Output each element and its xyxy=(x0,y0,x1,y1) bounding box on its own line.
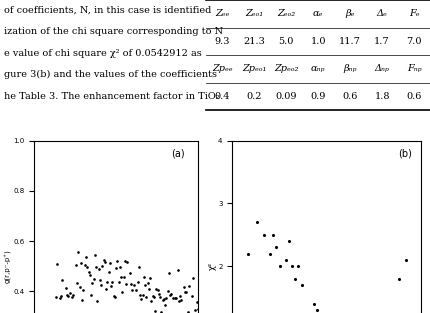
Text: 0.09: 0.09 xyxy=(276,92,297,101)
Text: 9.3: 9.3 xyxy=(215,37,230,46)
Text: Zpₑₑ: Zpₑₑ xyxy=(212,64,233,73)
Text: ization of the chi square corresponding to N: ization of the chi square corresponding … xyxy=(4,27,223,36)
Text: βₑ: βₑ xyxy=(345,9,355,18)
Text: 5.0: 5.0 xyxy=(279,37,294,46)
Text: Zpₑₒ₂: Zpₑₒ₂ xyxy=(274,64,298,73)
Text: 21.3: 21.3 xyxy=(243,37,265,46)
Text: Δₑ: Δₑ xyxy=(377,9,387,18)
Text: Zpₑₒ₁: Zpₑₒ₁ xyxy=(242,64,267,73)
Text: Fₑ: Fₑ xyxy=(409,9,419,18)
Text: 0.9: 0.9 xyxy=(310,92,326,101)
Text: 0.2: 0.2 xyxy=(246,92,262,101)
Text: Zₑₒ₂: Zₑₒ₂ xyxy=(277,9,295,18)
Text: Fₙₚ: Fₙₚ xyxy=(407,64,421,73)
Text: 11.7: 11.7 xyxy=(339,37,361,46)
Text: gure 3(b) and the values of the coefficients: gure 3(b) and the values of the coeffici… xyxy=(4,70,217,79)
Text: 0.6: 0.6 xyxy=(342,92,358,101)
Y-axis label: χ²: χ² xyxy=(208,262,217,270)
Text: 1.7: 1.7 xyxy=(374,37,390,46)
Y-axis label: g(r,p⁻-p⁺): g(r,p⁻-p⁺) xyxy=(5,249,12,283)
Text: e value of chi square χ² of 0.0542912 as: e value of chi square χ² of 0.0542912 as xyxy=(4,49,202,58)
Text: 1.8: 1.8 xyxy=(375,92,390,101)
Text: 1.0: 1.0 xyxy=(310,37,326,46)
Text: he Table 3. The enhancement factor in TiO₂: he Table 3. The enhancement factor in Ti… xyxy=(4,92,220,100)
Text: (a): (a) xyxy=(171,148,185,158)
Text: of coefficients, N, in this case is identified: of coefficients, N, in this case is iden… xyxy=(4,6,212,15)
Text: 7.0: 7.0 xyxy=(406,37,422,46)
Text: αₙₚ: αₙₚ xyxy=(311,64,326,73)
Text: βₙₚ: βₙₚ xyxy=(344,64,357,73)
Text: 0.6: 0.6 xyxy=(406,92,422,101)
Text: Δₙₚ: Δₙₚ xyxy=(375,64,390,73)
Text: Zₑₒ₁: Zₑₒ₁ xyxy=(245,9,264,18)
Text: Zₑₑ: Zₑₑ xyxy=(215,9,230,18)
Text: (b): (b) xyxy=(398,148,412,158)
Text: αₑ: αₑ xyxy=(313,9,323,18)
Text: 0.4: 0.4 xyxy=(215,92,230,101)
